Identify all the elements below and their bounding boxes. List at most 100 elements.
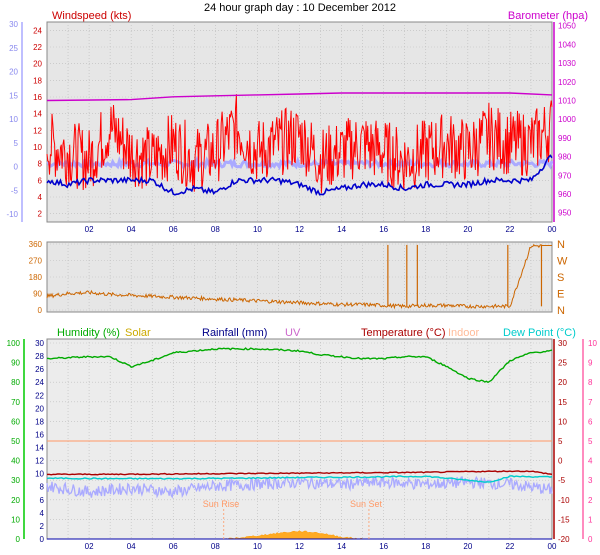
windspeed-tick-label: 12 bbox=[33, 126, 42, 135]
windspeed-tick-label: 14 bbox=[33, 110, 42, 119]
windspeed-tick-label: 4 bbox=[38, 193, 43, 202]
temperature-tick-label: 10 bbox=[558, 417, 567, 426]
x-tick-label: 02 bbox=[85, 542, 94, 551]
multi-series bbox=[46, 347, 553, 540]
outer-tick-label: 30 bbox=[9, 20, 18, 29]
humidity-tick-label: 80 bbox=[11, 378, 20, 387]
humidity-tick-label: 90 bbox=[11, 359, 20, 368]
barometer-tick-label: 1030 bbox=[558, 59, 576, 68]
windspeed-tick-label: 18 bbox=[33, 76, 42, 85]
outer-tick-label: 15 bbox=[9, 91, 18, 100]
rainfall-tick-label: 12 bbox=[35, 457, 44, 466]
uv-tick-label: 7 bbox=[588, 398, 593, 407]
temperature-tick-label: 20 bbox=[558, 378, 567, 387]
uv-tick-label: 10 bbox=[588, 339, 597, 348]
temperature-tick-label: -15 bbox=[558, 515, 570, 524]
legend-solar: Solar bbox=[125, 327, 151, 339]
humidity-tick-label: 100 bbox=[7, 339, 21, 348]
temperature-line bbox=[46, 470, 553, 476]
barometer-tick-label: 960 bbox=[558, 190, 572, 199]
rainfall-tick-label: 30 bbox=[35, 339, 44, 348]
rainfall-tick-label: 22 bbox=[35, 391, 44, 400]
outer-tick-label: 20 bbox=[9, 68, 18, 77]
lavender-noise-line bbox=[46, 474, 553, 499]
compass-label: W bbox=[557, 256, 568, 268]
windspeed-tick-label: 16 bbox=[33, 93, 42, 102]
outer-tick-label: 0 bbox=[14, 163, 19, 172]
wind-axes: 24681012141618202224-10-5051015202530950… bbox=[6, 20, 576, 234]
uv-tick-label: 5 bbox=[588, 437, 593, 446]
temperature-tick-label: 15 bbox=[558, 398, 567, 407]
humidity-tick-label: 40 bbox=[11, 457, 20, 466]
humidity-tick-label: 30 bbox=[11, 476, 20, 485]
windspeed-tick-label: 6 bbox=[38, 176, 43, 185]
x-tick-label: 18 bbox=[421, 542, 430, 551]
x-tick-label: 02 bbox=[85, 225, 94, 234]
legend-temperature: Temperature (°C) bbox=[361, 327, 445, 339]
outer-tick-label: -10 bbox=[6, 210, 18, 219]
direction-tick-label: 180 bbox=[29, 273, 43, 282]
x-tick-label: 08 bbox=[211, 225, 220, 234]
windspeed-tick-label: 2 bbox=[38, 210, 43, 219]
x-tick-label: 06 bbox=[169, 542, 178, 551]
multi-grid bbox=[47, 339, 552, 540]
rainfall-tick-label: 14 bbox=[35, 444, 44, 453]
uv-tick-label: 3 bbox=[588, 476, 593, 485]
x-tick-label: 14 bbox=[337, 542, 346, 551]
x-tick-label: 14 bbox=[337, 225, 346, 234]
x-tick-label: 22 bbox=[505, 225, 514, 234]
compass-label: N bbox=[557, 239, 565, 251]
barometer-tick-label: 1010 bbox=[558, 97, 576, 106]
barometer-tick-label: 1000 bbox=[558, 115, 576, 124]
barometer-tick-label: 950 bbox=[558, 209, 572, 218]
dewpoint-line bbox=[46, 475, 553, 483]
uv-tick-label: 1 bbox=[588, 515, 593, 524]
x-tick-label: 10 bbox=[253, 225, 262, 234]
x-tick-label: 18 bbox=[421, 225, 430, 234]
rainfall-tick-label: 28 bbox=[35, 352, 44, 361]
x-tick-label: 00 bbox=[548, 542, 557, 551]
humidity-tick-label: 50 bbox=[11, 437, 20, 446]
rainfall-tick-label: 10 bbox=[35, 470, 44, 479]
x-tick-label: 04 bbox=[127, 542, 136, 551]
temperature-tick-label: 5 bbox=[558, 437, 563, 446]
rainfall-tick-label: 2 bbox=[40, 522, 45, 531]
rainfall-tick-label: 0 bbox=[40, 535, 45, 544]
rainfall-tick-label: 16 bbox=[35, 430, 44, 439]
direction-tick-label: 270 bbox=[29, 257, 43, 266]
wind-series bbox=[46, 92, 554, 196]
compass-label: N bbox=[557, 305, 565, 317]
x-tick-label: 20 bbox=[463, 225, 472, 234]
x-tick-label: 20 bbox=[463, 542, 472, 551]
sun-set-label: Sun Set bbox=[350, 499, 383, 509]
barometer-tick-label: 980 bbox=[558, 153, 572, 162]
rainfall-tick-label: 24 bbox=[35, 378, 44, 387]
temperature-tick-label: -10 bbox=[558, 496, 570, 505]
barometer-tick-label: 970 bbox=[558, 171, 572, 180]
direction-tick-label: 90 bbox=[33, 290, 42, 299]
windspeed-label: Windspeed (kts) bbox=[52, 10, 131, 22]
x-tick-label: 16 bbox=[379, 542, 388, 551]
uv-tick-label: 2 bbox=[588, 496, 593, 505]
direction-grid bbox=[47, 242, 552, 312]
barometer-tick-label: 1050 bbox=[558, 22, 576, 31]
sun-rise-label: Sun Rise bbox=[203, 499, 240, 509]
wind-direction-line bbox=[46, 243, 552, 310]
temperature-tick-label: 30 bbox=[558, 339, 567, 348]
rainfall-tick-label: 20 bbox=[35, 404, 44, 413]
humidity-tick-label: 20 bbox=[11, 496, 20, 505]
outer-tick-label: 25 bbox=[9, 44, 18, 53]
barometer-tick-label: 990 bbox=[558, 134, 572, 143]
temperature-tick-label: 0 bbox=[558, 457, 563, 466]
direction-tick-label: 360 bbox=[29, 240, 43, 249]
windspeed-tick-label: 24 bbox=[33, 26, 42, 35]
x-tick-label: 22 bbox=[505, 542, 514, 551]
temperature-tick-label: -20 bbox=[558, 535, 570, 544]
rainfall-tick-label: 18 bbox=[35, 417, 44, 426]
barometer-tick-label: 1040 bbox=[558, 40, 576, 49]
x-tick-label: 10 bbox=[253, 542, 262, 551]
outer-tick-label: -5 bbox=[11, 186, 19, 195]
x-tick-label: 04 bbox=[127, 225, 136, 234]
